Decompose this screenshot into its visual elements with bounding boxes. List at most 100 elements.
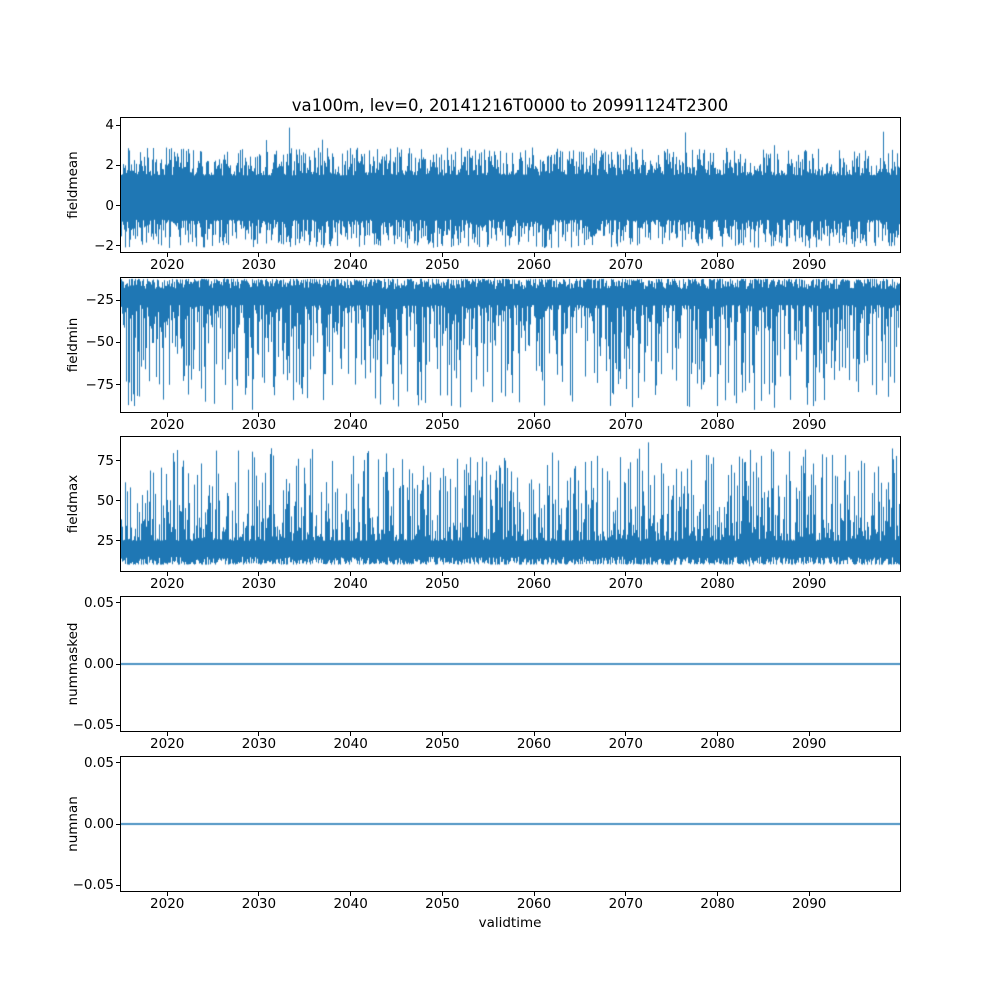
y-tick-label: 0.05 xyxy=(83,594,114,611)
y-tick-mark xyxy=(116,164,120,166)
x-tick-label: 2090 xyxy=(792,417,827,433)
x-tick-mark xyxy=(716,253,718,257)
y-tick-label: 0.00 xyxy=(83,656,114,672)
x-tick-mark xyxy=(625,892,627,896)
x-tick-mark xyxy=(716,732,718,736)
x-tick-label: 2030 xyxy=(241,576,277,592)
x-tick-label: 2060 xyxy=(516,736,552,752)
x-tick-label: 2030 xyxy=(241,417,277,433)
y-tick-mark xyxy=(116,884,120,886)
y-tick-label: −75 xyxy=(85,376,115,393)
x-tick-label: 2020 xyxy=(150,257,185,273)
x-tick-label: 2080 xyxy=(700,576,735,592)
y-tick-mark xyxy=(116,341,120,343)
x-tick-mark xyxy=(166,413,168,417)
x-tick-label: 2060 xyxy=(516,417,552,433)
x-tick-mark xyxy=(258,892,260,896)
x-tick-mark xyxy=(166,572,168,576)
x-tick-label: 2040 xyxy=(333,896,368,912)
x-tick-mark xyxy=(808,732,810,736)
x-tick-mark xyxy=(716,892,718,896)
y-tick-label: −0.05 xyxy=(72,717,114,734)
x-tick-label: 2070 xyxy=(608,257,643,273)
x-tick-mark xyxy=(625,572,627,576)
x-tick-label: 2060 xyxy=(516,576,552,592)
y-tick-label: 50 xyxy=(96,492,114,509)
x-tick-label: 2050 xyxy=(425,896,460,912)
x-tick-label: 2070 xyxy=(608,417,643,433)
y-tick-label: −25 xyxy=(85,292,115,309)
y-tick-mark xyxy=(116,460,120,462)
y-tick-mark xyxy=(116,299,120,301)
x-tick-label: 2020 xyxy=(150,896,185,912)
x-tick-label: 2020 xyxy=(150,576,185,592)
x-tick-mark xyxy=(808,253,810,257)
x-tick-mark xyxy=(258,732,260,736)
y-tick-label: 0.00 xyxy=(83,816,114,832)
y-tick-mark xyxy=(116,540,120,542)
series-canvas-nummasked xyxy=(121,597,900,731)
series-canvas-numnan xyxy=(121,757,900,891)
x-tick-mark xyxy=(166,892,168,896)
y-tick-label: 75 xyxy=(96,452,114,469)
x-tick-mark xyxy=(350,732,352,736)
x-tick-mark xyxy=(441,572,443,576)
x-tick-mark xyxy=(808,413,810,417)
x-tick-label: 2090 xyxy=(792,257,827,273)
y-tick-label: 0.05 xyxy=(83,754,114,771)
subplot-fieldmean xyxy=(120,117,901,253)
y-tick-mark xyxy=(116,823,120,825)
x-tick-mark xyxy=(350,413,352,417)
x-tick-mark xyxy=(533,572,535,576)
y-tick-mark xyxy=(116,724,120,726)
x-tick-mark xyxy=(350,253,352,257)
x-tick-label: 2070 xyxy=(608,576,643,592)
x-tick-mark xyxy=(625,413,627,417)
x-tick-label: 2070 xyxy=(608,896,643,912)
x-tick-label: 2030 xyxy=(241,896,277,912)
x-tick-label: 2080 xyxy=(700,896,735,912)
subplot-numnan xyxy=(120,756,901,892)
x-tick-mark xyxy=(808,572,810,576)
x-tick-mark xyxy=(533,253,535,257)
x-tick-mark xyxy=(441,732,443,736)
x-tick-mark xyxy=(716,413,718,417)
x-tick-mark xyxy=(350,892,352,896)
y-tick-label: 25 xyxy=(96,532,114,549)
x-tick-label: 2030 xyxy=(241,257,277,273)
x-tick-label: 2080 xyxy=(700,736,735,752)
x-tick-mark xyxy=(258,253,260,257)
x-tick-mark xyxy=(350,572,352,576)
subplot-fieldmin xyxy=(120,277,901,413)
x-tick-mark xyxy=(533,892,535,896)
figure-title: va100m, lev=0, 20141216T0000 to 20991124… xyxy=(291,96,729,115)
x-tick-label: 2080 xyxy=(700,417,735,433)
x-tick-label: 2040 xyxy=(333,576,368,592)
x-tick-label: 2050 xyxy=(425,417,460,433)
y-tick-label: −0.05 xyxy=(72,877,114,894)
x-tick-mark xyxy=(258,572,260,576)
x-tick-label: 2070 xyxy=(608,736,643,752)
x-tick-label: 2040 xyxy=(333,417,368,433)
x-tick-label: 2060 xyxy=(516,257,552,273)
x-tick-label: 2080 xyxy=(700,257,735,273)
y-tick-mark xyxy=(116,245,120,247)
y-tick-mark xyxy=(116,205,120,207)
x-tick-label: 2090 xyxy=(792,576,827,592)
y-tick-mark xyxy=(116,124,120,126)
x-tick-mark xyxy=(441,253,443,257)
y-tick-label: −2 xyxy=(94,237,114,254)
x-tick-mark xyxy=(625,253,627,257)
y-tick-mark xyxy=(116,762,120,764)
x-tick-mark xyxy=(533,732,535,736)
x-tick-mark xyxy=(808,892,810,896)
x-tick-label: 2040 xyxy=(333,736,368,752)
series-canvas-fieldmin xyxy=(121,278,900,412)
subplot-fieldmax xyxy=(120,436,901,572)
x-axis-label: validtime xyxy=(478,915,542,931)
x-tick-mark xyxy=(441,413,443,417)
y-tick-mark xyxy=(116,500,120,502)
x-tick-mark xyxy=(166,732,168,736)
